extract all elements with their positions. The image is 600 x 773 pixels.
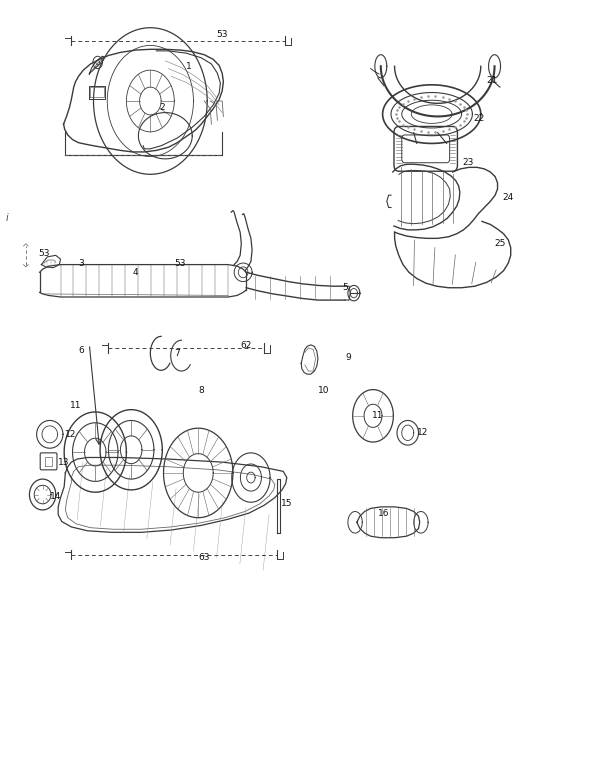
Text: 14: 14: [50, 492, 61, 501]
Text: 4: 4: [133, 267, 138, 277]
Text: 12: 12: [417, 428, 428, 438]
Text: 11: 11: [372, 411, 383, 421]
Text: 63: 63: [198, 553, 210, 562]
Text: 23: 23: [463, 158, 474, 167]
Text: 2: 2: [160, 103, 165, 111]
Text: 53: 53: [216, 30, 227, 39]
Text: 8: 8: [198, 386, 204, 395]
Text: i: i: [5, 213, 8, 223]
Text: 62: 62: [240, 341, 251, 350]
Text: 21: 21: [487, 76, 498, 85]
Text: 12: 12: [65, 430, 77, 439]
Text: 9: 9: [345, 352, 350, 362]
Text: 7: 7: [174, 349, 180, 358]
Text: 16: 16: [378, 509, 389, 519]
Text: 53: 53: [174, 259, 186, 268]
Text: 6: 6: [79, 346, 84, 355]
Text: 53: 53: [38, 248, 49, 257]
Text: 11: 11: [70, 401, 81, 410]
Text: 1: 1: [186, 62, 192, 71]
Text: 5: 5: [342, 283, 347, 292]
Text: 24: 24: [502, 193, 514, 202]
Text: 3: 3: [79, 258, 84, 267]
Text: 22: 22: [473, 114, 485, 123]
Text: 10: 10: [318, 386, 329, 395]
Text: 15: 15: [281, 499, 292, 509]
Text: 13: 13: [58, 458, 69, 467]
Text: 25: 25: [494, 240, 506, 248]
